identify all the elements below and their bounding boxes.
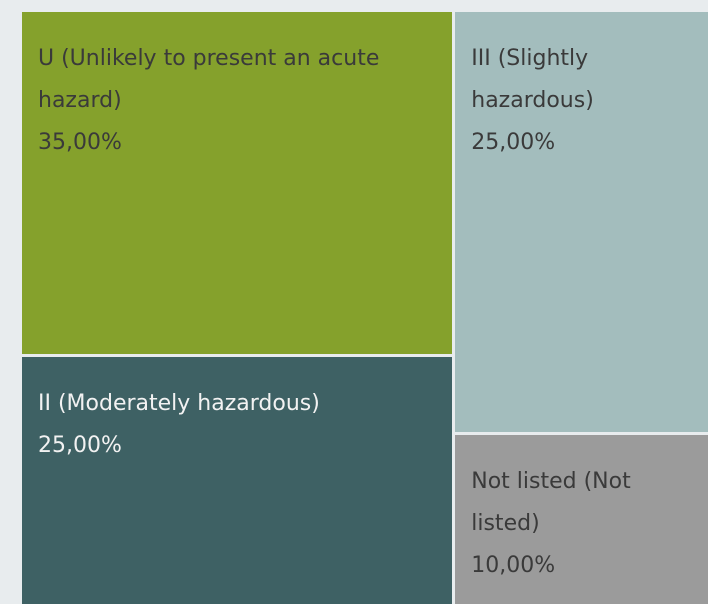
- tile-value: 25,00%: [38, 433, 122, 459]
- tile: III (Slightly hazardous) 25,00%: [455, 12, 708, 432]
- tile-value: 10,00%: [471, 552, 556, 578]
- tile-label: Not listed (Not listed): [471, 468, 631, 536]
- tile-value: 35,00%: [38, 130, 122, 155]
- tile-value: 25,00%: [471, 130, 556, 155]
- tile: U (Unlikely to present an acute hazard) 3…: [22, 12, 453, 355]
- tile-label: U (Unlikely to present an acute hazard): [38, 46, 380, 113]
- tile-label: II (Moderately hazardous): [38, 391, 320, 417]
- tile-label: III (Slightly hazardous): [471, 46, 594, 113]
- tile: II (Moderately hazardous) 25,00%: [22, 357, 453, 604]
- tile: Not listed (Not listed) 10,00%: [455, 434, 708, 604]
